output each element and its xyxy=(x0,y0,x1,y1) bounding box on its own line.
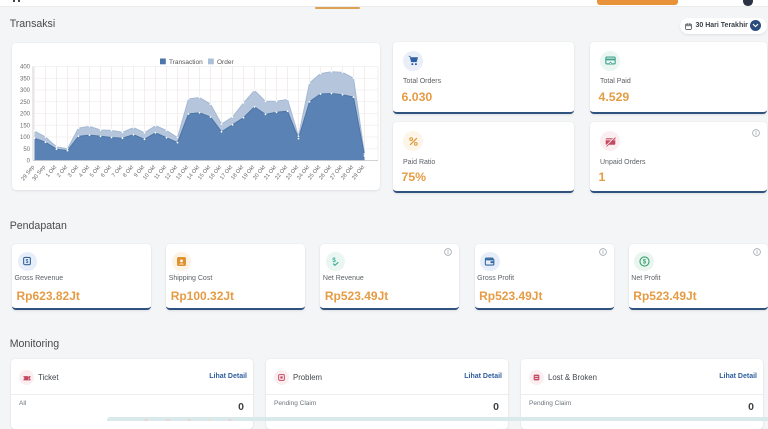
svg-text:Order: Order xyxy=(217,59,234,66)
svg-text:2 Okt: 2 Okt xyxy=(56,164,69,179)
svg-text:200: 200 xyxy=(20,112,31,118)
svg-text:$: $ xyxy=(642,258,646,265)
svg-text:3 Okt: 3 Okt xyxy=(67,164,80,179)
svg-text:400: 400 xyxy=(20,65,31,71)
svg-text:350: 350 xyxy=(20,76,31,82)
svg-text:150: 150 xyxy=(20,123,31,129)
svg-text:6 Okt: 6 Okt xyxy=(100,164,113,179)
svg-text:250: 250 xyxy=(20,100,31,106)
svg-text:29 Okt: 29 Okt xyxy=(351,164,366,181)
svg-text:5 Okt: 5 Okt xyxy=(89,164,102,179)
svg-text:$: $ xyxy=(26,259,29,265)
svg-text:0: 0 xyxy=(27,159,31,165)
svg-text:7 Okt: 7 Okt xyxy=(111,164,124,179)
svg-text:$: $ xyxy=(333,257,337,264)
svg-text:50: 50 xyxy=(23,147,30,153)
svg-text:8 Okt: 8 Okt xyxy=(122,164,135,179)
svg-text:300: 300 xyxy=(20,88,31,94)
svg-text:100: 100 xyxy=(20,135,31,141)
svg-text:4 Okt: 4 Okt xyxy=(78,164,91,179)
svg-text:1 Okt: 1 Okt xyxy=(45,164,58,179)
svg-text:Transaction: Transaction xyxy=(169,59,203,66)
